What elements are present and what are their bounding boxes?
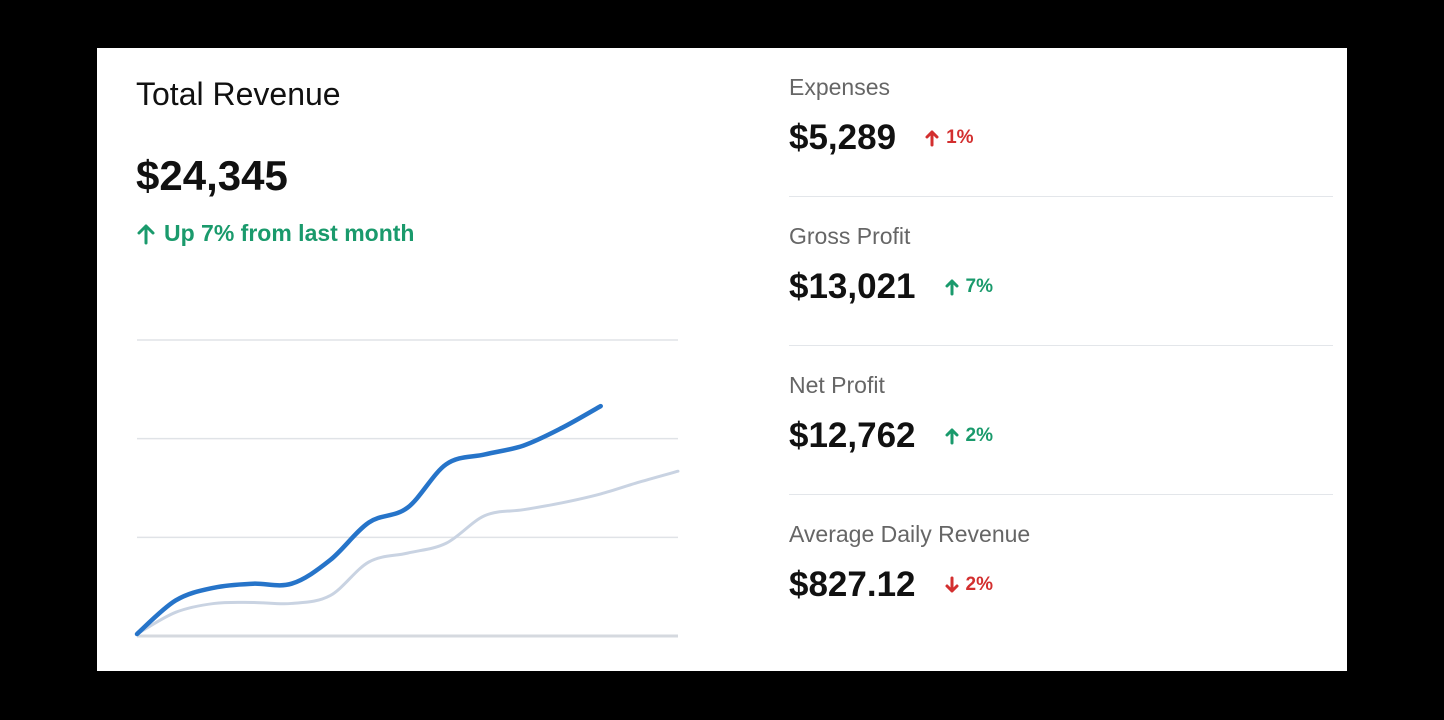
metric-value: $827.12 <box>789 565 916 604</box>
arrow-path <box>945 428 959 445</box>
metric-change: 1% <box>924 127 974 149</box>
divider <box>789 196 1333 197</box>
metric-label: Average Daily Revenue <box>789 521 1031 547</box>
arrow-up <box>925 130 939 147</box>
series-line <box>134 403 603 637</box>
arrow-down <box>945 576 959 593</box>
arrow-up <box>137 224 155 244</box>
metric-value: $5,289 <box>789 118 897 157</box>
metric-label: Gross Profit <box>789 223 911 249</box>
metric-change-text: 2% <box>965 574 993 595</box>
metric-value: $13,021 <box>789 267 916 306</box>
arrow-up <box>945 279 959 296</box>
total-value: $24,345 <box>136 152 288 199</box>
series-line <box>135 469 680 636</box>
arrow-path <box>945 279 959 296</box>
metric: Gross Profit $13,021 7% <box>789 197 1333 346</box>
metric-change: 7% <box>944 276 993 298</box>
divider <box>789 345 1333 346</box>
metric-change-text: 7% <box>965 276 993 297</box>
metric-value: $12,762 <box>789 416 916 455</box>
trend: Up 7% from last month <box>136 220 414 247</box>
metric-change-text: 1% <box>946 127 974 148</box>
metric-row: $827.12 2% <box>789 565 993 605</box>
arrow-path <box>925 130 939 147</box>
trend-text: Up 7% from last month <box>164 220 415 246</box>
metric: Expenses $5,289 1% <box>789 48 1333 197</box>
metric-label: Net Profit <box>789 372 885 398</box>
chart <box>134 339 680 638</box>
arrow-up <box>945 428 959 445</box>
metric-label: Expenses <box>789 74 891 100</box>
metric-change: 2% <box>944 425 993 447</box>
card-title: Total Revenue <box>136 76 341 112</box>
card: Total Revenue $24,345 Up 7% from last mo… <box>97 48 1347 671</box>
divider <box>789 494 1333 495</box>
metric-change-text: 2% <box>965 425 993 446</box>
metric-row: $5,289 1% <box>789 118 974 158</box>
metric: Net Profit $12,762 2% <box>789 346 1333 495</box>
metric-row: $12,762 2% <box>789 416 993 456</box>
metric-row: $13,021 7% <box>789 267 993 307</box>
metric: Average Daily Revenue $827.12 2% <box>789 495 1333 644</box>
arrow-path <box>945 576 959 593</box>
metric-change: 2% <box>944 574 993 596</box>
